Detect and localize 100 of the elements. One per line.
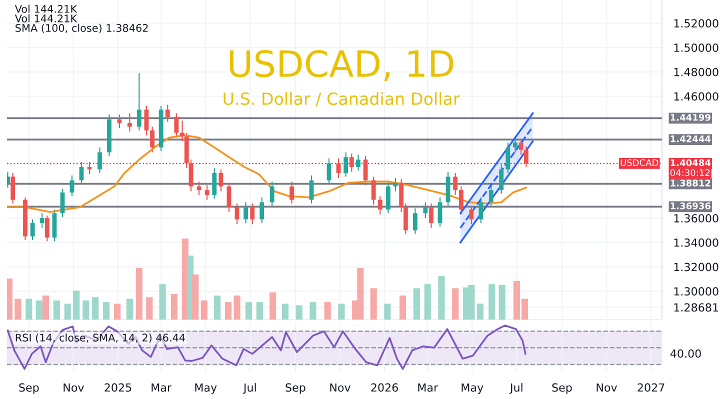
text: U.S. Dollar / Canadian Dollar [224,92,460,106]
ref-line-label: 1.44199 [670,114,710,121]
bar [438,276,445,320]
bar [14,298,22,320]
candlestick [458,186,464,215]
candlestick [127,112,132,132]
x-tick-label: Nov [330,383,350,392]
candlestick [344,152,348,178]
bar [159,284,166,320]
bar [126,298,133,320]
bar [82,300,90,320]
ref-line-label: 1.42444 [670,135,711,142]
annotation: SMA (100, close) 1.38462 [16,24,148,34]
bar [476,304,484,320]
candlestick [10,172,16,204]
x-tick-label: Jul [509,383,522,394]
candlestick [309,174,314,204]
candlestick [478,196,484,224]
text: 04:30:12 [670,169,710,176]
candlestick [30,218,35,241]
text: USDCAD, 1D [230,50,454,81]
candlestick [518,138,524,156]
bar [146,297,153,320]
bar [214,296,221,320]
bar [296,305,302,320]
candlestick [204,184,210,200]
candlestick [117,114,122,128]
text: RSI (14, close, SMA, 14, 2) 46.44 [16,334,185,343]
candlestick [79,161,84,185]
bar [170,294,178,320]
bar [270,292,276,320]
candlestick [212,168,217,200]
candlestick [438,196,442,228]
candlestick [150,126,155,153]
text: 40.00 [670,349,701,358]
candlestick [250,202,255,225]
candlestick [423,202,428,219]
bar [488,284,496,320]
candlestick [371,176,376,206]
y-tick-label: 1.36000 [674,214,718,222]
y-tick-label: 1.50000 [674,43,718,52]
bar [452,288,459,320]
x-tick-label: Sep [286,383,306,394]
bar [324,302,331,320]
bar [234,296,240,320]
candlestick [378,196,382,215]
candlestick [244,202,248,224]
bar [384,304,391,320]
ref-line-label: 1.40484 [670,159,711,166]
bar [498,284,506,320]
bar [103,302,110,320]
bar [200,300,208,320]
candlestick [429,202,434,228]
ref-line-label: 1.36936 [670,202,710,210]
bar [338,304,345,320]
bar [26,298,32,320]
candlestick [386,180,390,214]
y-tick-label: 1.30000 [674,287,718,296]
candlestick [144,105,149,136]
candlestick [234,202,240,225]
bar [53,300,60,320]
candlestick [326,158,332,185]
candlestick [60,188,65,218]
y-tick-label: 1.32000 [674,262,718,272]
bar [192,274,199,320]
x-tick-label: Sep [19,383,39,394]
candlestick [218,168,224,192]
candlestick [356,154,360,172]
bar [370,288,377,320]
candlestick [44,215,50,242]
candlestick [40,212,44,228]
annotation: USDCAD [620,159,658,166]
annotation: Vol 144.21K [14,4,78,13]
candlestick [98,146,102,174]
x-tick-label: May [462,383,484,394]
x-tick-label: 2025 [104,383,132,392]
x-tick-label: Sep [552,383,572,394]
x-tick-label: Mar [152,383,172,392]
candlestick [506,142,510,174]
candlestick [136,72,142,131]
bar [7,278,12,320]
candlestick [349,152,354,172]
bar [424,284,431,320]
x-tick-label: 2026 [371,383,398,392]
candlestick [513,137,518,153]
bar [36,300,42,320]
x-tick-label: May [195,383,217,394]
bar [413,288,420,320]
x-tick-label: 2027 [638,383,664,392]
candlestick [196,180,202,196]
candlestick [174,112,179,138]
candlestick [499,164,504,194]
x-tick-label: Nov [64,383,84,392]
bar [282,304,288,320]
bar [114,304,121,320]
bar [399,296,406,320]
y-tick-label: 1.34000 [674,238,718,247]
candlestick [412,208,418,234]
bar [92,297,99,320]
bar [136,268,142,320]
